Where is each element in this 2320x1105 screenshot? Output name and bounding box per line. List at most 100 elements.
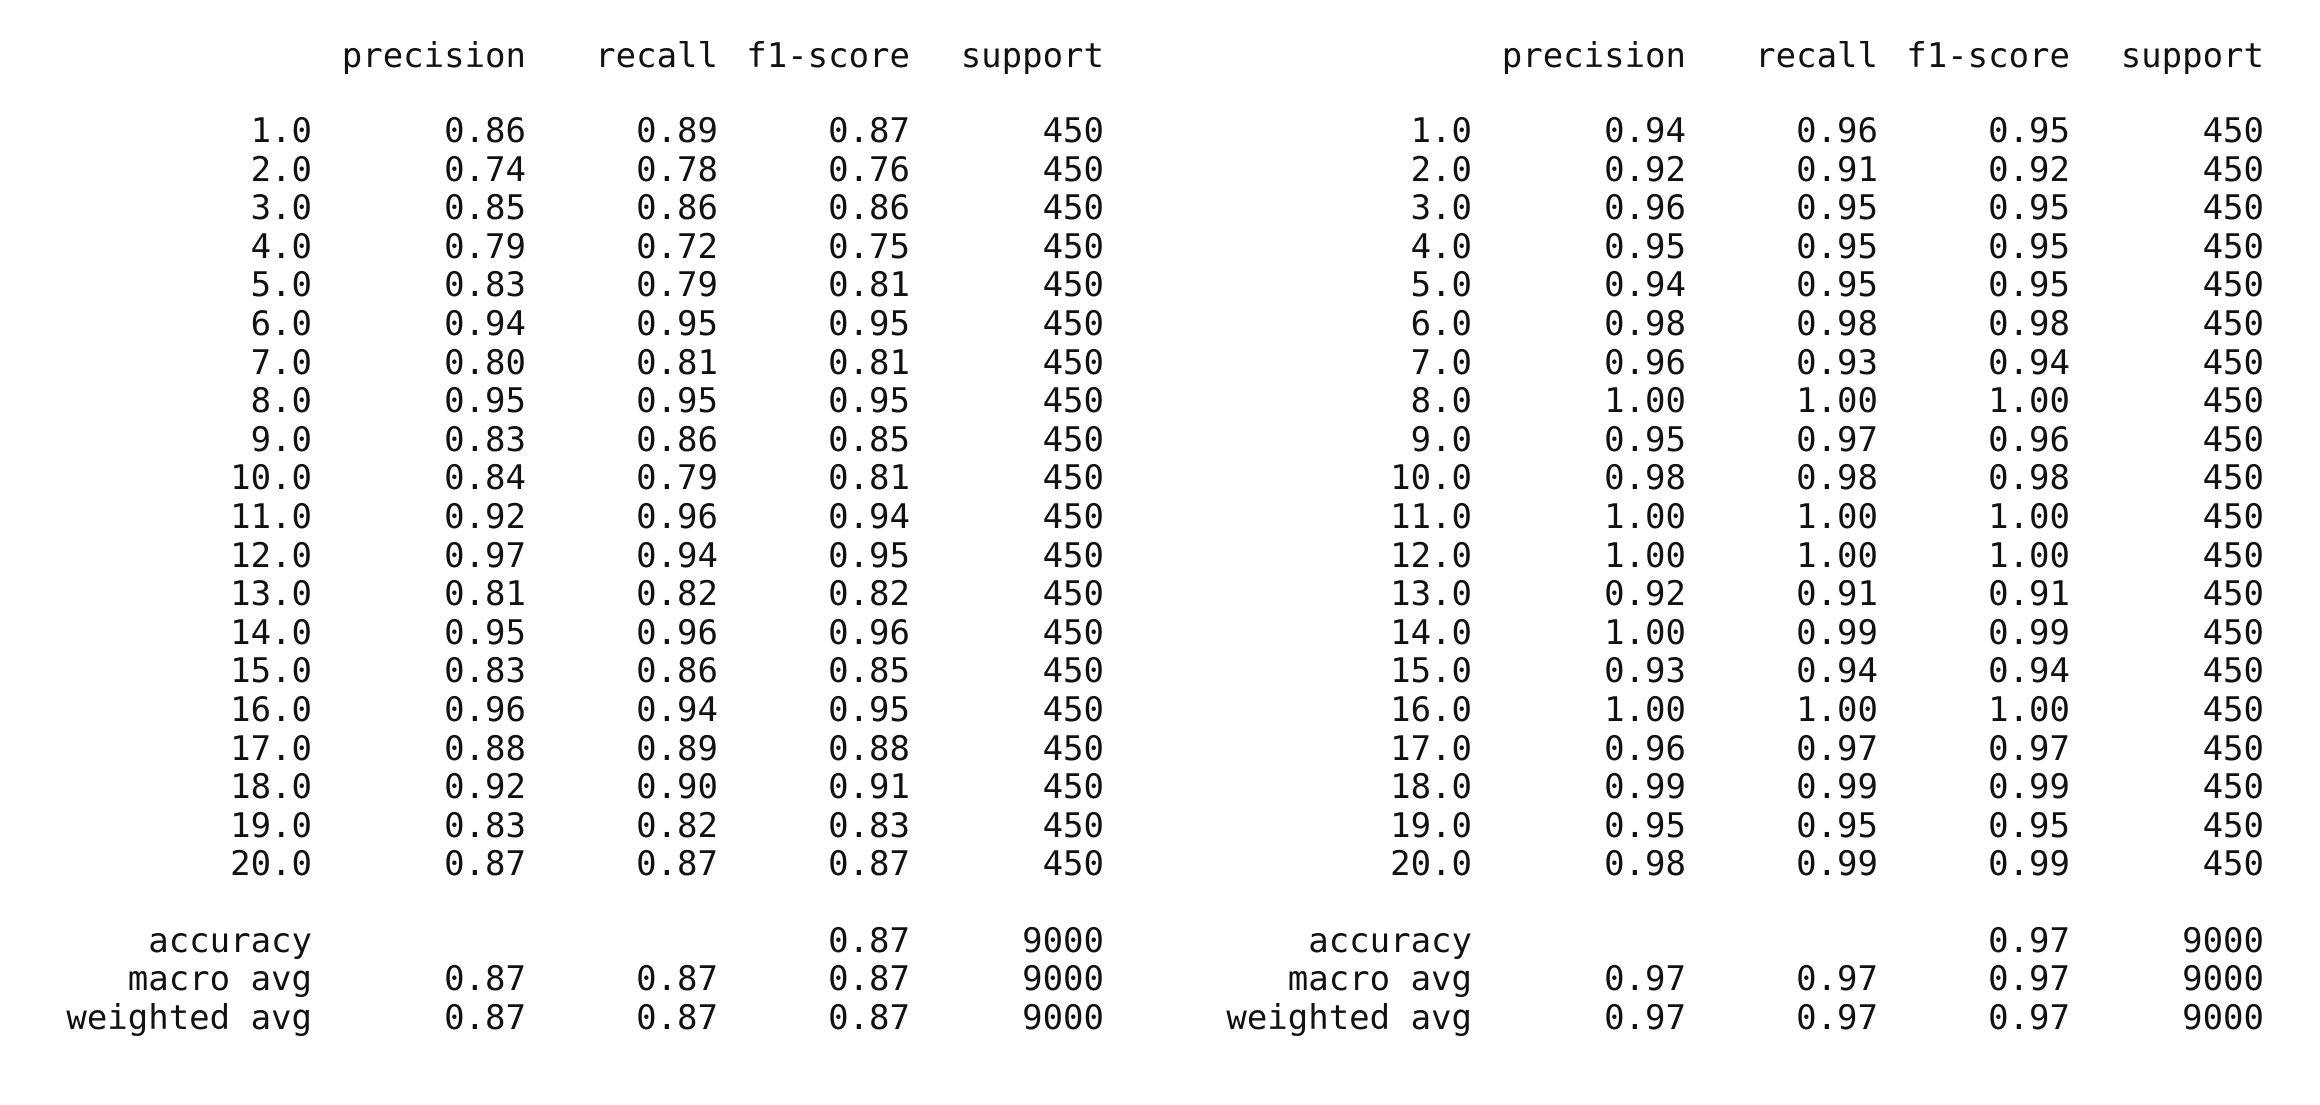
- support-cell: 9000: [2182, 920, 2264, 961]
- recall-cell: 0.97: [1796, 959, 1878, 1000]
- precision-cell: 0.87: [444, 998, 526, 1039]
- recall-cell: 0.87: [636, 998, 718, 1039]
- recall-cell: 0.94: [636, 689, 718, 730]
- row-label: 3.0: [1410, 188, 1472, 229]
- precision-cell: 0.92: [1604, 149, 1686, 190]
- f1-score-cell: 0.97: [1988, 998, 2070, 1039]
- row-label: 4.0: [250, 226, 312, 267]
- classification-report-right: precision recall f1-score support 1.0 0.9…: [1160, 0, 2320, 1038]
- recall-cell: 0.89: [636, 111, 718, 151]
- precision-cell: 0.83: [444, 651, 526, 692]
- precision-cell: 0.96: [1604, 728, 1686, 769]
- precision-cell: 0.74: [444, 149, 526, 190]
- support-cell: 450: [1042, 805, 1104, 846]
- class-rows: 1.0 0.94 0.96 0.95 450 2.0 0.92 0.91 0.92 450 3.0 0…: [1160, 112, 2320, 884]
- row-label: 19.0: [1390, 805, 1472, 846]
- recall-cell: 0.81: [636, 342, 718, 383]
- table-row: 9.0 0.95 0.97 0.96 450: [1160, 421, 2320, 460]
- row-label: 14.0: [1390, 612, 1472, 653]
- table-row: 5.0 0.83 0.79 0.81 450: [0, 266, 1160, 305]
- f1-score-cell: 0.95: [1988, 805, 2070, 846]
- recall-cell: 0.97: [1796, 998, 1878, 1039]
- recall-cell: 0.86: [636, 419, 718, 460]
- support-cell: 450: [2202, 303, 2264, 344]
- precision-cell: 1.00: [1604, 381, 1686, 422]
- header-row: precision recall f1-score support: [1160, 0, 2320, 112]
- f1-score-cell: 0.94: [828, 496, 910, 537]
- support-cell: 450: [2202, 767, 2264, 808]
- summary-row: weighted avg 0.97 0.97 0.97 9000: [1160, 999, 2320, 1038]
- row-label: 17.0: [230, 728, 312, 769]
- row-label: 15.0: [230, 651, 312, 692]
- table-row: 19.0 0.95 0.95 0.95 450: [1160, 807, 2320, 846]
- support-cell: 450: [1042, 111, 1104, 151]
- f1-score-cell: 0.95: [828, 381, 910, 422]
- support-cell: 450: [1042, 226, 1104, 267]
- table-row: 1.0 0.86 0.89 0.87 450: [0, 112, 1160, 151]
- row-label: 6.0: [1410, 303, 1472, 344]
- summary-row: weighted avg 0.87 0.87 0.87 9000: [0, 999, 1160, 1038]
- precision-cell: 1.00: [1604, 612, 1686, 653]
- support-cell: 450: [2202, 226, 2264, 267]
- f1-score-cell: 0.95: [828, 689, 910, 730]
- table-row: 20.0 0.98 0.99 0.99 450: [1160, 845, 2320, 884]
- table-row: 16.0 0.96 0.94 0.95 450: [0, 691, 1160, 730]
- recall-cell: 0.97: [1796, 728, 1878, 769]
- support-cell: 450: [1042, 419, 1104, 460]
- precision-cell: 0.94: [1604, 265, 1686, 306]
- row-label: 3.0: [250, 188, 312, 229]
- row-label: 10.0: [1390, 458, 1472, 499]
- support-cell: 450: [2202, 458, 2264, 499]
- header-label: [0, 0, 312, 112]
- spacer-row: [1160, 884, 2320, 922]
- recall-cell: 0.99: [1796, 767, 1878, 808]
- recall-cell: 0.99: [1796, 612, 1878, 653]
- precision-cell: 0.93: [1604, 651, 1686, 692]
- recall-cell: 0.99: [1796, 844, 1878, 885]
- row-label: 12.0: [1390, 535, 1472, 576]
- header-f1-score: f1-score: [1906, 36, 2070, 76]
- f1-score-cell: 0.83: [828, 805, 910, 846]
- row-label: 2.0: [250, 149, 312, 190]
- row-label: 11.0: [1390, 496, 1472, 537]
- table-row: 16.0 1.00 1.00 1.00 450: [1160, 691, 2320, 730]
- support-cell: 450: [1042, 188, 1104, 229]
- summary-row: accuracy 0.97 9000: [1160, 922, 2320, 961]
- f1-score-cell: 0.97: [1988, 728, 2070, 769]
- support-cell: 450: [2202, 111, 2264, 151]
- row-label: 7.0: [250, 342, 312, 383]
- f1-score-cell: 1.00: [1988, 496, 2070, 537]
- summary-rows: accuracy 0.87 9000 macro avg 0.87 0.87 0.87 900…: [0, 922, 1160, 1038]
- f1-score-cell: 1.00: [1988, 535, 2070, 576]
- precision-cell: 0.80: [444, 342, 526, 383]
- f1-score-cell: 0.87: [828, 959, 910, 1000]
- f1-score-cell: 0.98: [1988, 458, 2070, 499]
- precision-cell: 0.84: [444, 458, 526, 499]
- f1-score-cell: 0.94: [1988, 651, 2070, 692]
- support-cell: 450: [2202, 149, 2264, 190]
- precision-cell: 0.98: [1604, 844, 1686, 885]
- support-cell: 450: [1042, 574, 1104, 615]
- support-cell: 450: [1042, 689, 1104, 730]
- table-row: 3.0 0.85 0.86 0.86 450: [0, 189, 1160, 228]
- row-label: 18.0: [1390, 767, 1472, 808]
- table-row: 11.0 1.00 1.00 1.00 450: [1160, 498, 2320, 537]
- precision-cell: 0.92: [1604, 574, 1686, 615]
- class-rows: 1.0 0.86 0.89 0.87 450 2.0 0.74 0.78 0.76 450 3.0 0…: [0, 112, 1160, 884]
- f1-score-cell: 0.87: [828, 111, 910, 151]
- classification-report-left: precision recall f1-score support 1.0 0.8…: [0, 0, 1160, 1038]
- header-precision: precision: [1501, 36, 1686, 76]
- table-row: 2.0 0.92 0.91 0.92 450: [1160, 149, 2320, 190]
- support-cell: 450: [1042, 844, 1104, 885]
- f1-score-cell: 1.00: [1988, 689, 2070, 730]
- row-label: 1.0: [250, 111, 312, 151]
- f1-score-cell: 0.98: [1988, 303, 2070, 344]
- support-cell: 450: [1042, 458, 1104, 499]
- recall-cell: 0.79: [636, 458, 718, 499]
- header-row: precision recall f1-score support: [0, 0, 1160, 112]
- f1-score-cell: 0.99: [1988, 767, 2070, 808]
- recall-cell: 0.96: [1796, 111, 1878, 151]
- support-cell: 450: [2202, 535, 2264, 576]
- f1-score-cell: 0.76: [828, 149, 910, 190]
- row-label: 20.0: [230, 844, 312, 885]
